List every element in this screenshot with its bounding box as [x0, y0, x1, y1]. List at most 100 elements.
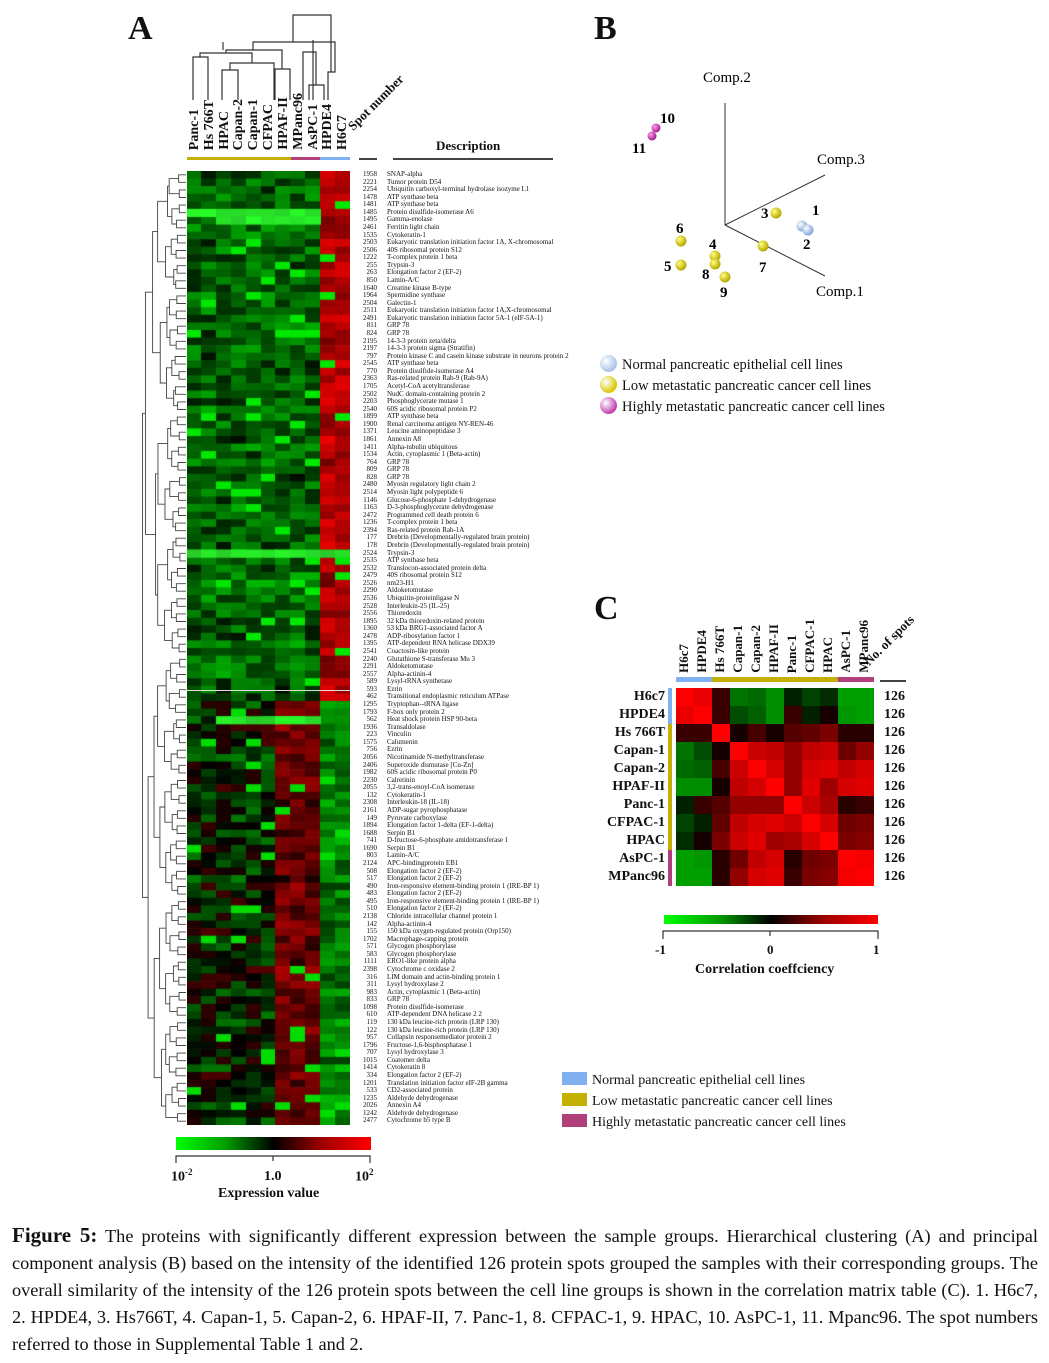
spot-number: 2514 — [363, 488, 377, 496]
correlation-row-group-bar — [668, 688, 672, 886]
spot-description: Macrophage-capping protein — [387, 934, 469, 943]
spot-description: Ras-related protein Rab-1A — [387, 525, 465, 534]
dendrogram-branch — [157, 200, 168, 263]
dendrogram-branch — [176, 295, 186, 304]
spot-count: 126 — [884, 869, 905, 884]
spot-number: 495 — [366, 896, 378, 905]
correlation-cell — [802, 760, 821, 779]
correlation-cell — [748, 778, 767, 797]
spot-description: Collapsin responsemediator protein 2 — [387, 1033, 492, 1042]
column-label: HPDE4 — [320, 104, 336, 150]
group-segment-high — [856, 677, 874, 682]
dendrogram-branch — [165, 912, 172, 944]
spot-description: 130 kDa leucine-rich protein (LRP 130) — [387, 1018, 499, 1026]
correlation-cell — [766, 796, 785, 815]
spot-number: 2504 — [363, 298, 377, 307]
correlation-cell — [766, 850, 785, 869]
group-segment-normal — [668, 688, 672, 706]
dendrogram-branch — [175, 855, 186, 865]
group-segment-low — [668, 742, 672, 760]
spot-description: GRP 78 — [387, 995, 410, 1004]
spot-number: 1705 — [363, 382, 377, 390]
spot-description: Cytokeratin 8 — [387, 1063, 426, 1072]
group-segment-low — [668, 814, 672, 832]
dendrogram-branch — [178, 371, 186, 380]
dendrogram-branch — [177, 1022, 186, 1031]
spot-number: 334 — [366, 1071, 378, 1079]
sphere-icon — [600, 397, 617, 414]
dendrogram-branch — [178, 492, 186, 501]
expression-colorbar — [176, 1137, 371, 1150]
dendrogram-branch — [170, 662, 180, 679]
spot-number: 2536 — [363, 594, 377, 602]
correlation-cell — [694, 706, 713, 725]
spot-number: 1201 — [363, 1078, 377, 1087]
column-label: Capan-2 — [231, 98, 247, 150]
correlation-cell — [856, 850, 874, 869]
dendrogram-branch — [179, 552, 186, 562]
dendrogram-branch — [178, 976, 186, 986]
spot-description: ADP-ribosylation factor 1 — [387, 631, 461, 640]
dendrogram-branch — [176, 219, 186, 229]
correlation-cell — [784, 850, 803, 869]
spot-description: 53 kDa BRG1-associated factor A — [387, 624, 483, 633]
dendrogram-branch — [164, 730, 174, 763]
spot-description: Translocon-associated protein delta — [387, 563, 487, 572]
expression-min-label: 10-2 — [171, 1167, 193, 1186]
dendrogram-branch — [176, 749, 186, 759]
correlation-row-label: CFPAC-1 — [606, 815, 665, 830]
correlation-cell — [802, 724, 821, 743]
correlation-cell — [676, 778, 695, 797]
spot-number: 2254 — [363, 185, 377, 194]
spot-description: ATP synthase beta — [387, 192, 439, 201]
spot-description: Ras-related protein Rab-9 (Rab-9A) — [387, 374, 488, 383]
spot-description: Tumor protein D54 — [387, 177, 442, 186]
spot-description: Cytochrome b5 type B — [387, 1116, 451, 1125]
correlation-cell — [676, 688, 695, 707]
spot-description: Cytokeratin-1 — [387, 230, 426, 239]
dendrogram-branch — [178, 1098, 186, 1107]
group-legend-label: Normal pancreatic epithelial cell lines — [592, 1073, 806, 1088]
spot-header-rule — [359, 158, 377, 160]
dendrogram-branch — [175, 1037, 186, 1046]
spot-number: 132 — [366, 790, 378, 799]
spot-description: Pyruvate carboxylase — [387, 813, 448, 822]
spot-description: 60S acidic ribosomal protein P2 — [387, 404, 477, 413]
correlation-cell — [856, 796, 874, 815]
spot-number: 2503 — [363, 238, 377, 247]
correlation-min-label: -1 — [655, 942, 666, 957]
correlation-cell — [730, 742, 749, 761]
spot-description: Actin, cytoplasmic 1 (Beta-actin) — [387, 450, 481, 459]
correlation-cell — [820, 832, 839, 851]
correlation-cell — [730, 688, 749, 707]
count-header-rule — [880, 680, 906, 682]
spot-list: 1958 SNAP-alpha 2221 Tumor protein D54 2254 U… — [357, 170, 597, 1125]
correlation-cell — [694, 796, 713, 815]
pca-point-label: 1 — [812, 203, 820, 219]
dendrogram-branch — [169, 329, 178, 346]
correlation-cell — [730, 850, 749, 869]
dendrogram-branch — [169, 995, 180, 1012]
spot-description: 130 kDa leucine-rich protein (LRP 130) — [387, 1025, 499, 1034]
spot-number: 1535 — [363, 230, 377, 239]
column-dendrogram — [192, 14, 336, 100]
spot-description: Glutathione S-transferase Mu 3 — [387, 654, 476, 663]
spot-description: Drebrin (Developmentally-regulated brain… — [387, 533, 530, 542]
dendrogram-branch — [175, 280, 186, 289]
correlation-cell — [802, 778, 821, 797]
correlation-cell — [766, 688, 785, 707]
spot-description: Lysyl-tRNA synthetase — [387, 677, 453, 686]
spot-number: 2026 — [363, 1101, 377, 1110]
column-label: Hs 766T — [201, 99, 217, 150]
correlation-column-label: Hs 766T — [712, 626, 727, 673]
spot-number: 1395 — [363, 639, 377, 648]
correlation-cell — [784, 688, 803, 707]
spot-number: 2524 — [363, 548, 377, 557]
dendrogram-branch — [176, 265, 186, 274]
correlation-cell — [712, 832, 731, 851]
spot-number: 149 — [366, 813, 378, 822]
dendrogram-branch — [178, 174, 186, 183]
correlation-cell — [748, 742, 767, 761]
correlation-row-label: MPanc96 — [608, 869, 665, 884]
row-dendrogram — [142, 174, 186, 1122]
